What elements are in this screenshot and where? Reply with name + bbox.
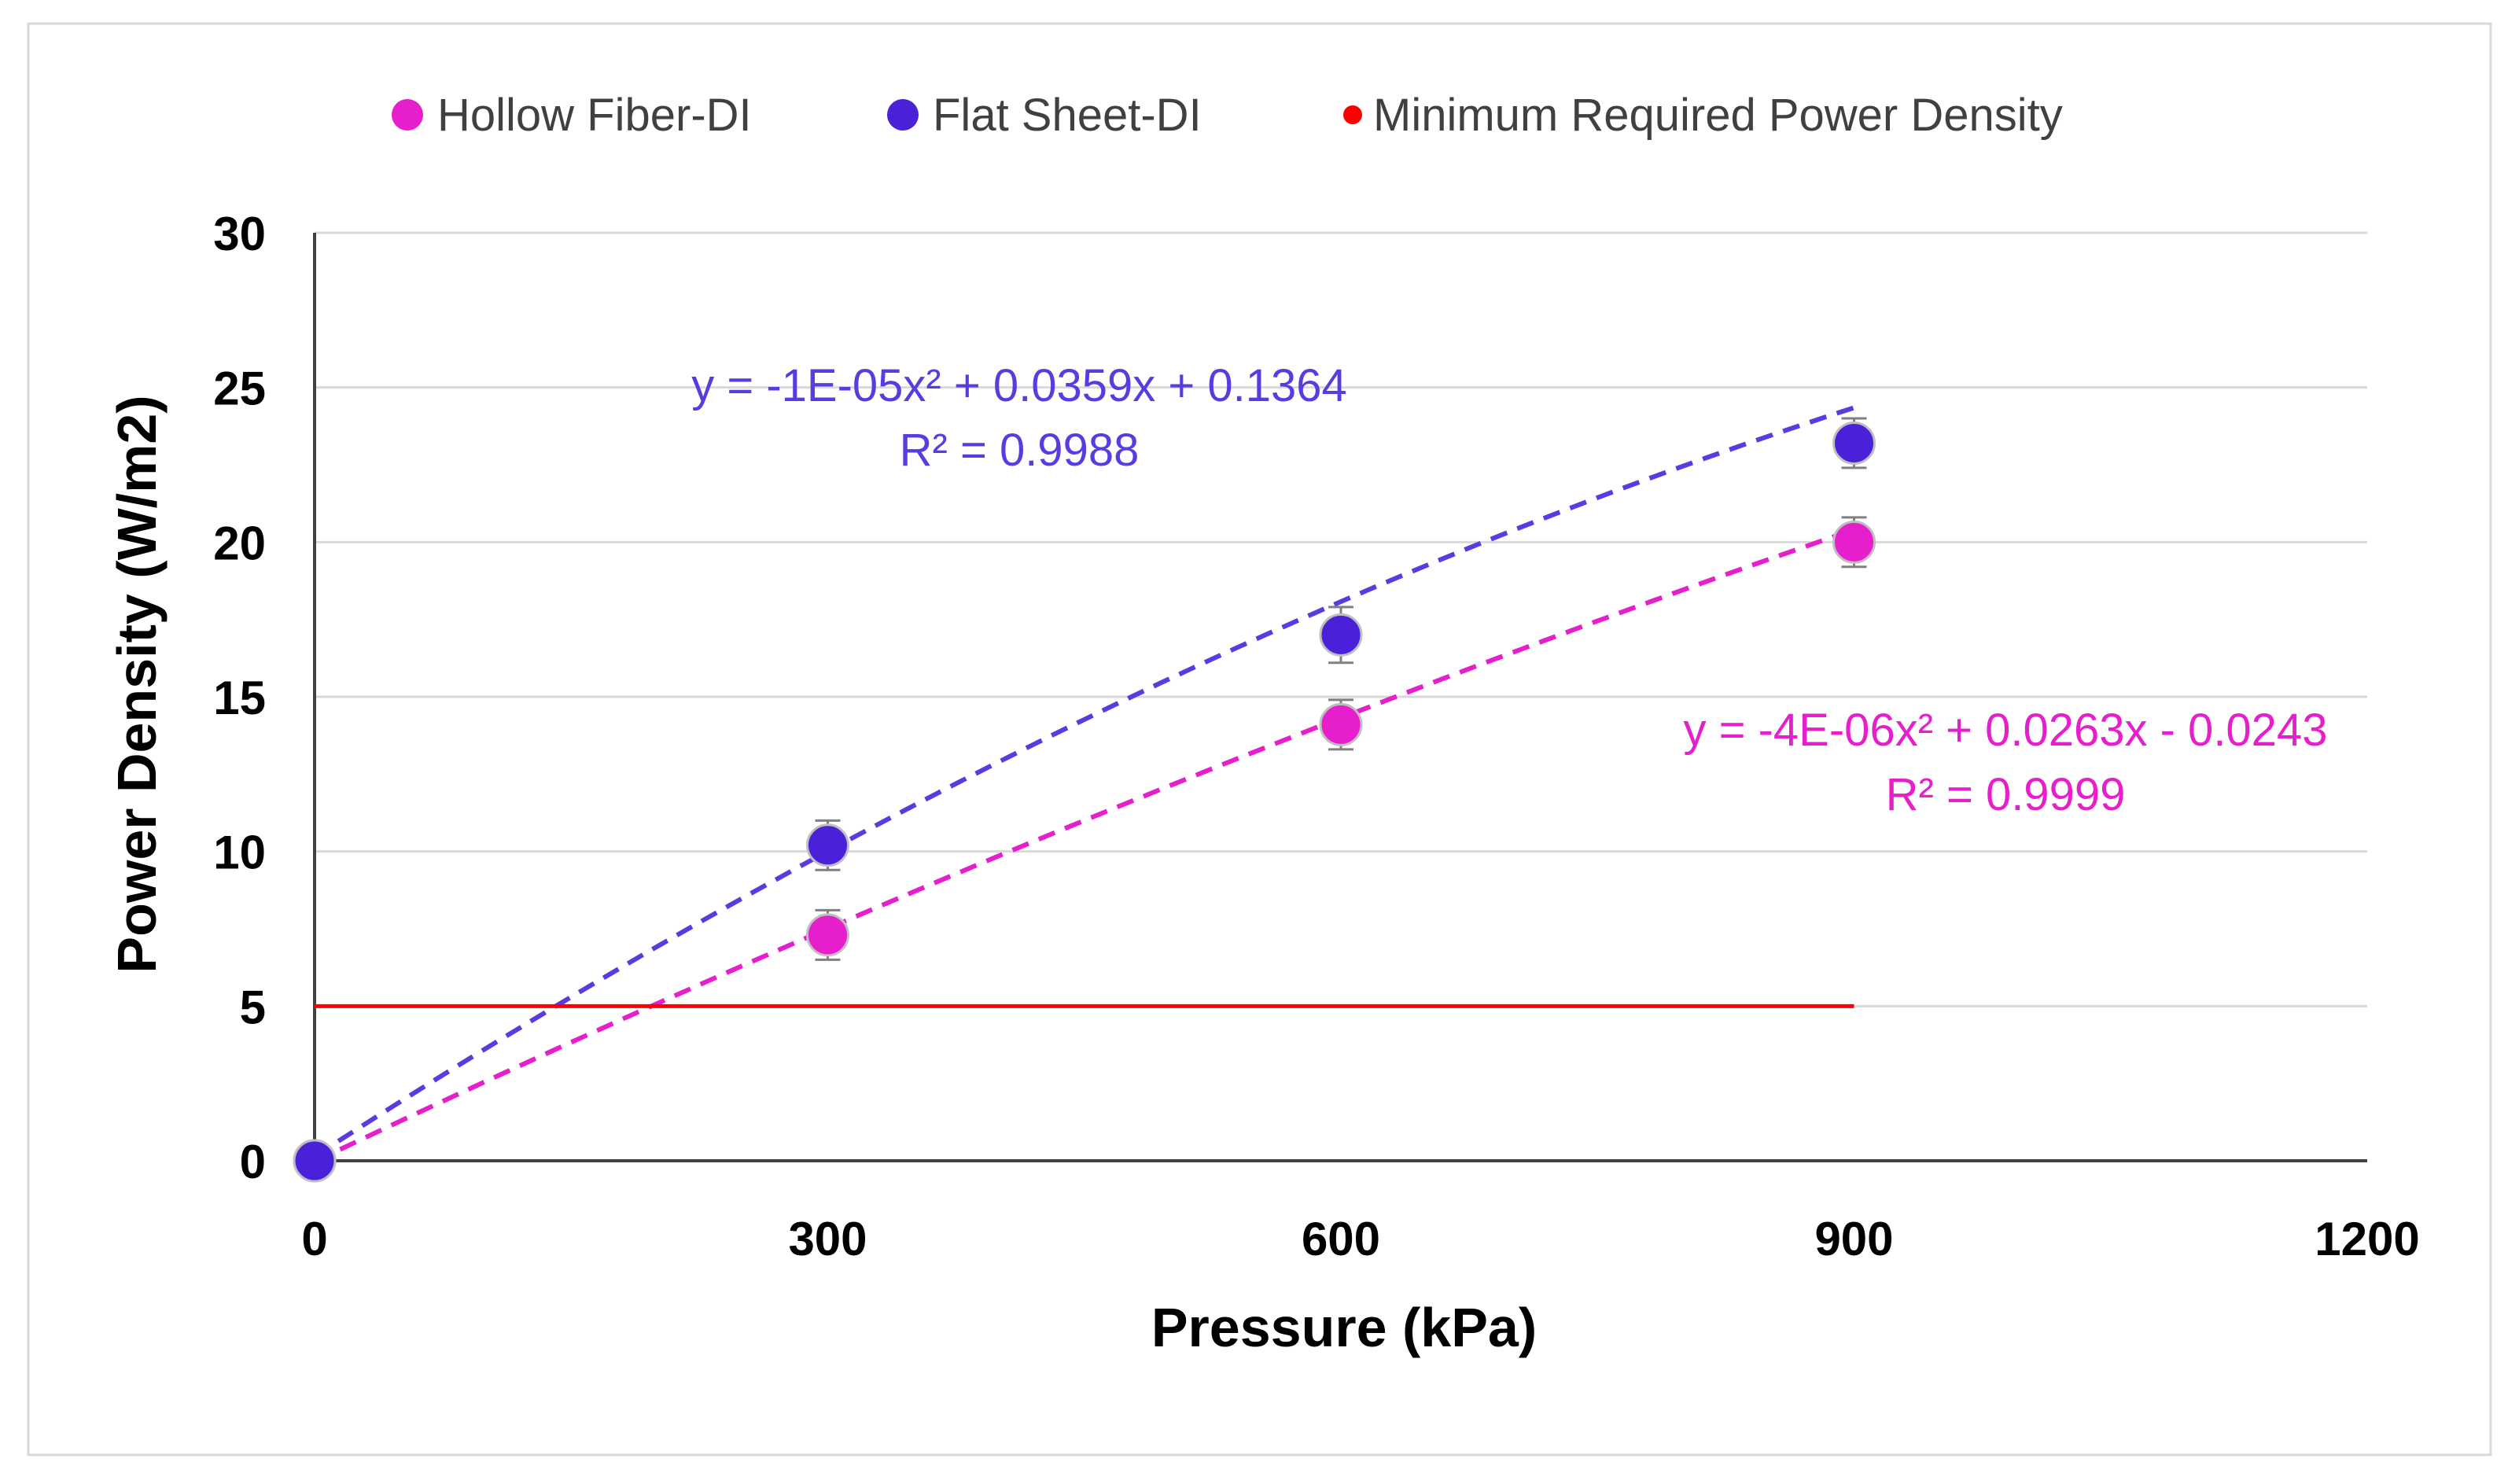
y-tick-label-20: 20 [213, 517, 266, 569]
x-tick-label-300: 300 [788, 1213, 867, 1265]
flat-sheet-di-point [1832, 421, 1876, 465]
flat-sheet-di-trendline [313, 405, 1855, 1159]
legend-marker-minimum-required-power-density [1343, 105, 1362, 124]
x-axis-title: Pressure (kPa) [1151, 1297, 1537, 1358]
legend-marker-hollow-fiber-di [392, 99, 423, 131]
legend-item-hollow-fiber-di: Hollow Fiber-DI [392, 90, 752, 141]
y-tick-label-0: 0 [240, 1136, 266, 1188]
y-tick-label-25: 25 [213, 363, 266, 415]
x-tick-label-900: 900 [1814, 1213, 1893, 1265]
trendlines [313, 405, 1855, 1164]
y-tick-label-15: 15 [213, 672, 266, 724]
x-tick-label-0: 0 [301, 1213, 327, 1265]
hollow-fiber-di-point [1832, 520, 1876, 564]
flat-sheet-trendline-r2: R² = 0.9988 [900, 425, 1140, 476]
hollow-fiber-di-point [806, 913, 849, 957]
chart-border [27, 22, 2492, 1456]
flat-sheet-di-point [806, 823, 849, 867]
legend-label-minimum-required-power-density: Minimum Required Power Density [1373, 90, 2063, 141]
hollow-fiber-di-point [1319, 702, 1363, 746]
data-points [293, 417, 1876, 1183]
legend-label-hollow-fiber-di: Hollow Fiber-DI [437, 90, 752, 141]
legend-marker-flat-sheet-di [887, 99, 919, 131]
y-tick-label-10: 10 [213, 827, 266, 879]
x-tick-label-1200: 1200 [2315, 1213, 2419, 1265]
labels: Pressure (kPa) Power Density (W/m2) y = … [106, 360, 2327, 1358]
legend-label-flat-sheet-di: Flat Sheet-DI [933, 90, 1202, 141]
flat-sheet-di-point [1319, 613, 1363, 657]
legend-item-flat-sheet-di: Flat Sheet-DI [887, 90, 1202, 141]
hollow-fiber-di-trendline [313, 527, 1855, 1164]
legend-item-minimum-required-power-density: Minimum Required Power Density [1343, 90, 2063, 141]
x-tick-label-600: 600 [1302, 1213, 1380, 1265]
y-axis-title: Power Density (W/m2) [106, 395, 168, 973]
hollow-fiber-trendline-equation: y = -4E-06x² + 0.0263x - 0.0243 [1684, 705, 2328, 756]
legend: Hollow Fiber-DI Flat Sheet-DI Minimum Requ… [392, 90, 2063, 141]
hollow-fiber-trendline-r2: R² = 0.9999 [1886, 769, 2126, 820]
y-tick-label-5: 5 [240, 981, 266, 1033]
flat-sheet-di-point [293, 1139, 337, 1183]
y-tick-label-30: 30 [213, 208, 266, 260]
flat-sheet-trendline-equation: y = -1E-05x² + 0.0359x + 0.1364 [691, 360, 1347, 411]
